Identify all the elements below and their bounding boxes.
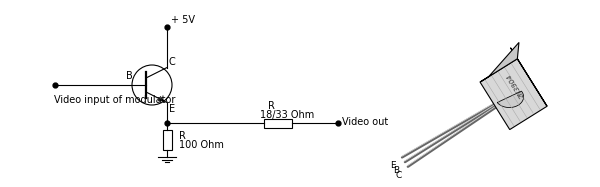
Polygon shape xyxy=(480,42,519,82)
Text: R: R xyxy=(268,101,275,111)
Text: B: B xyxy=(393,166,399,175)
Text: Video input of modulator: Video input of modulator xyxy=(54,95,175,105)
Polygon shape xyxy=(511,48,547,106)
Text: C: C xyxy=(395,171,402,180)
Polygon shape xyxy=(480,59,547,130)
Bar xyxy=(163,130,172,150)
Text: 100 Ohm: 100 Ohm xyxy=(179,140,224,150)
Text: E: E xyxy=(391,161,396,170)
Text: 18/33 Ohm: 18/33 Ohm xyxy=(260,110,314,120)
Bar xyxy=(264,119,292,128)
Polygon shape xyxy=(497,91,524,108)
Text: B: B xyxy=(126,71,133,81)
Text: 2N3904: 2N3904 xyxy=(506,72,526,99)
Text: C: C xyxy=(169,56,176,67)
Text: + 5V: + 5V xyxy=(171,15,195,25)
Text: R: R xyxy=(179,131,186,141)
Text: Video out: Video out xyxy=(342,117,388,127)
Text: E: E xyxy=(169,103,175,114)
